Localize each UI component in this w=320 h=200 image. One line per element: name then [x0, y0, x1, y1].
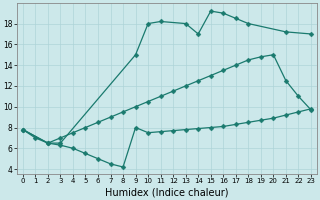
X-axis label: Humidex (Indice chaleur): Humidex (Indice chaleur) [105, 187, 229, 197]
